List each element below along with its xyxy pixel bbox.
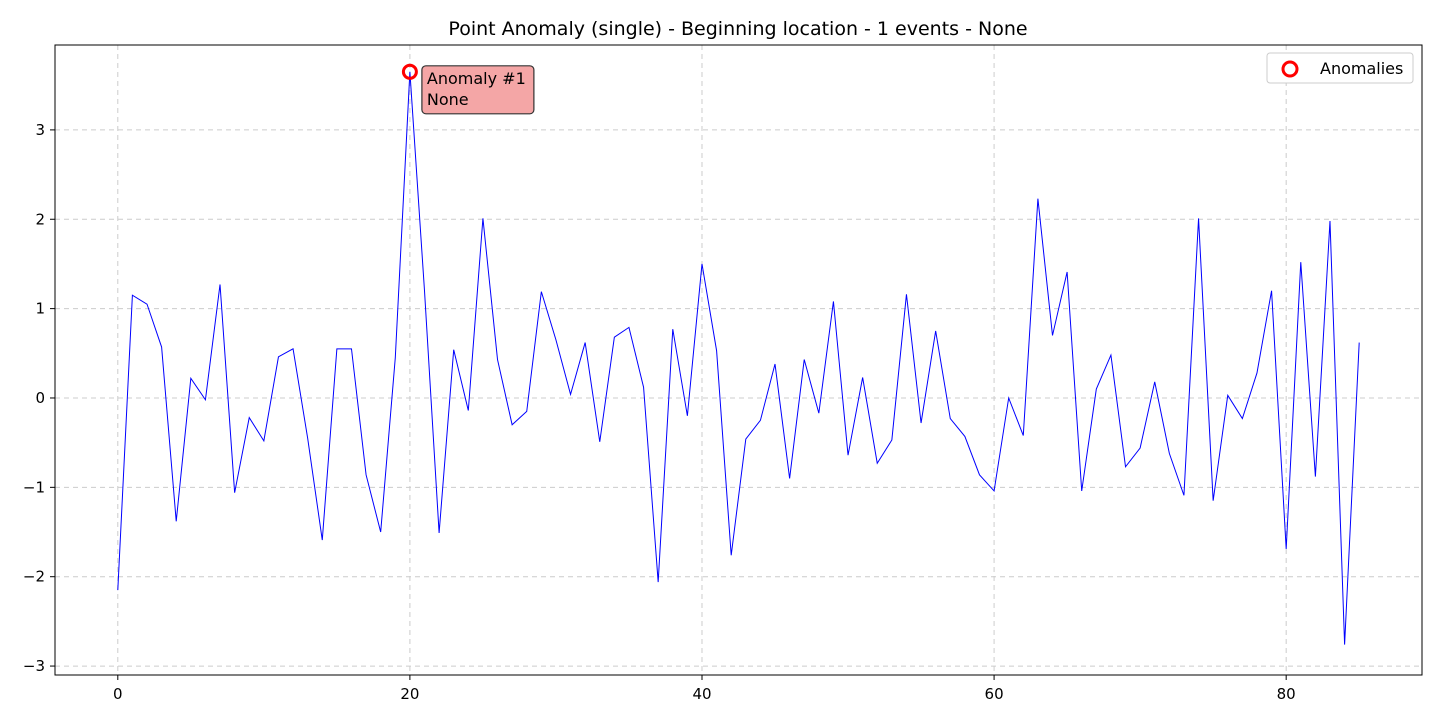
x-tick-label: 80 (1277, 685, 1296, 703)
y-tick-label: 3 (35, 121, 45, 139)
anomaly-marker (401, 63, 418, 80)
legend: Anomalies (1266, 52, 1414, 84)
anomaly-layer: Anomaly #1 None (401, 63, 535, 115)
plot-frame (54, 44, 1423, 676)
y-tick-label: −3 (23, 657, 45, 675)
chart-title: Point Anomaly (single) - Beginning locat… (448, 18, 1027, 40)
y-tick-label: 1 (35, 300, 45, 318)
y-tick-label: −1 (23, 478, 45, 496)
x-tick-label: 20 (400, 685, 419, 703)
anomaly-annotation-box (421, 65, 535, 115)
anomaly-annotation-title: Anomaly #1 (427, 69, 526, 88)
series-layer (117, 71, 1360, 645)
legend-label-anomalies: Anomalies (1320, 59, 1403, 78)
y-tick-label: −2 (23, 568, 45, 586)
x-tick-label: 60 (985, 685, 1004, 703)
x-tick-label: 40 (692, 685, 711, 703)
y-tick-label: 2 (35, 210, 45, 228)
anomaly-annotation-detail: None (427, 90, 469, 109)
legend-anomaly-marker (1281, 60, 1299, 78)
x-tick-label: 0 (113, 685, 123, 703)
legend-box (1266, 52, 1414, 84)
series-line (117, 71, 1360, 645)
ticks-layer: 0 20 40 60 80 −3 −2 −1 0 1 2 3 (23, 121, 1296, 703)
grid-layer (55, 45, 1422, 675)
y-tick-label: 0 (35, 389, 45, 407)
